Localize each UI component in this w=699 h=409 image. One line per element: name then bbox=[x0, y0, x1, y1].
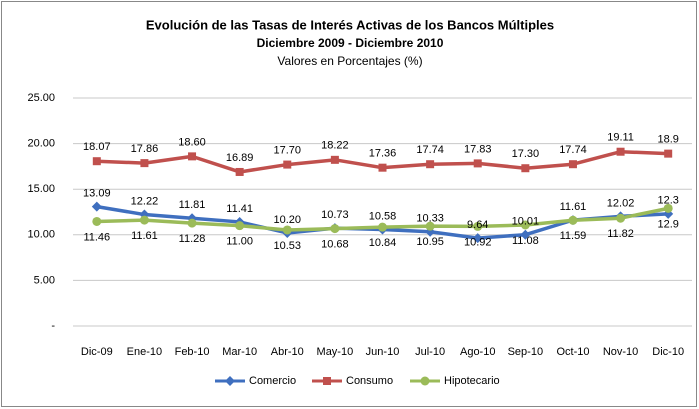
data-label: 10.84 bbox=[369, 237, 397, 249]
point-marker bbox=[663, 203, 673, 213]
data-label: 17.74 bbox=[416, 144, 444, 156]
point-marker bbox=[92, 216, 102, 226]
data-label: 17.30 bbox=[512, 148, 540, 160]
legend-label: Hipotecario bbox=[444, 375, 500, 387]
y-tick-label: - bbox=[51, 320, 55, 332]
data-label: 10.01 bbox=[512, 216, 540, 228]
point-marker bbox=[91, 201, 102, 212]
point-marker bbox=[473, 221, 483, 231]
data-label: 10.68 bbox=[321, 239, 349, 251]
point-marker bbox=[520, 220, 530, 230]
data-label: 11.08 bbox=[512, 235, 539, 247]
data-label: 13.09 bbox=[83, 188, 111, 200]
point-marker bbox=[472, 233, 483, 244]
point-marker bbox=[330, 224, 340, 234]
data-label: 11.41 bbox=[226, 203, 253, 215]
data-label: 19.11 bbox=[607, 132, 634, 144]
data-label: 12.22 bbox=[131, 195, 159, 207]
point-marker bbox=[616, 213, 626, 223]
data-label: 10.73 bbox=[321, 209, 349, 221]
point-marker bbox=[235, 221, 245, 231]
legend-label: Comercio bbox=[249, 375, 296, 387]
data-label: 18.9 bbox=[657, 134, 678, 146]
data-label: 10.53 bbox=[274, 240, 302, 252]
legend-label: Consumo bbox=[346, 375, 393, 387]
point-marker bbox=[140, 159, 149, 168]
x-tick-label: Nov-10 bbox=[603, 346, 638, 358]
data-label: 11.81 bbox=[179, 199, 206, 211]
legend-marker bbox=[420, 376, 430, 386]
data-label: 11.46 bbox=[83, 231, 110, 243]
x-tick-label: May-10 bbox=[317, 346, 354, 358]
x-tick-label: Sep-10 bbox=[508, 346, 543, 358]
point-marker bbox=[92, 157, 101, 166]
data-label: 16.89 bbox=[226, 152, 254, 164]
point-marker bbox=[188, 152, 197, 161]
x-tick-label: Ene-10 bbox=[127, 346, 162, 358]
x-tick-label: Dic-09 bbox=[81, 346, 113, 358]
y-tick-label: 25.00 bbox=[27, 92, 55, 104]
data-label: 11.28 bbox=[179, 233, 206, 245]
point-marker bbox=[283, 160, 292, 169]
data-label: 10.58 bbox=[369, 210, 397, 222]
x-tick-label: Jun-10 bbox=[366, 346, 400, 358]
point-marker bbox=[187, 218, 197, 228]
data-label: 10.95 bbox=[416, 236, 444, 248]
y-tick-label: 20.00 bbox=[27, 138, 55, 150]
point-marker bbox=[425, 221, 435, 231]
data-label: 10.20 bbox=[274, 214, 302, 226]
point-marker bbox=[568, 215, 578, 225]
x-tick-label: Dic-10 bbox=[652, 346, 684, 358]
data-label: 17.36 bbox=[369, 148, 397, 160]
legend-marker bbox=[225, 376, 235, 386]
data-label: 18.07 bbox=[83, 141, 111, 153]
data-label: 11.00 bbox=[226, 236, 253, 248]
x-tick-label: Abr-10 bbox=[271, 346, 304, 358]
data-label: 18.22 bbox=[321, 140, 349, 152]
chart-subtitle: Diciembre 2009 - Diciembre 2010 bbox=[257, 36, 444, 50]
point-marker bbox=[378, 163, 387, 172]
data-label: 10.92 bbox=[464, 236, 492, 248]
units-note: Valores en Porcentajes (%) bbox=[277, 54, 422, 68]
data-label: 11.61 bbox=[131, 230, 158, 242]
chart-title: Evolución de las Tasas de Interés Activa… bbox=[146, 17, 554, 32]
point-marker bbox=[473, 159, 482, 168]
data-label: 12.02 bbox=[607, 197, 635, 209]
point-marker bbox=[520, 229, 531, 240]
y-tick-label: 10.00 bbox=[27, 229, 55, 241]
point-marker bbox=[378, 222, 387, 232]
data-label: 17.74 bbox=[559, 144, 587, 156]
point-marker bbox=[282, 225, 292, 235]
x-tick-label: Jul-10 bbox=[415, 346, 445, 358]
point-marker bbox=[426, 160, 435, 169]
data-label: 17.70 bbox=[274, 144, 302, 156]
point-marker bbox=[521, 164, 530, 173]
data-label: 12.3 bbox=[657, 195, 678, 207]
point-marker bbox=[664, 149, 673, 158]
data-label: 12.9 bbox=[657, 218, 678, 230]
point-marker bbox=[235, 167, 244, 176]
data-label: 18.60 bbox=[178, 136, 206, 148]
y-tick-label: 15.00 bbox=[27, 183, 55, 195]
x-tick-label: Oct-10 bbox=[556, 346, 589, 358]
point-marker bbox=[330, 155, 339, 164]
data-label: 17.83 bbox=[464, 143, 492, 155]
data-label: 11.59 bbox=[560, 230, 587, 242]
data-label: 11.82 bbox=[607, 228, 634, 240]
data-label: 17.86 bbox=[131, 143, 159, 155]
x-tick-label: Feb-10 bbox=[175, 346, 210, 358]
point-marker bbox=[568, 160, 577, 169]
x-tick-label: Mar-10 bbox=[222, 346, 257, 358]
y-tick-label: 5.00 bbox=[34, 274, 55, 286]
data-label: 10.33 bbox=[416, 213, 444, 225]
legend-marker bbox=[323, 377, 331, 385]
data-label: 9.64 bbox=[467, 219, 488, 231]
point-marker bbox=[616, 147, 625, 156]
point-marker bbox=[139, 215, 149, 225]
x-tick-label: Ago-10 bbox=[460, 346, 495, 358]
data-label: 11.61 bbox=[560, 201, 587, 213]
